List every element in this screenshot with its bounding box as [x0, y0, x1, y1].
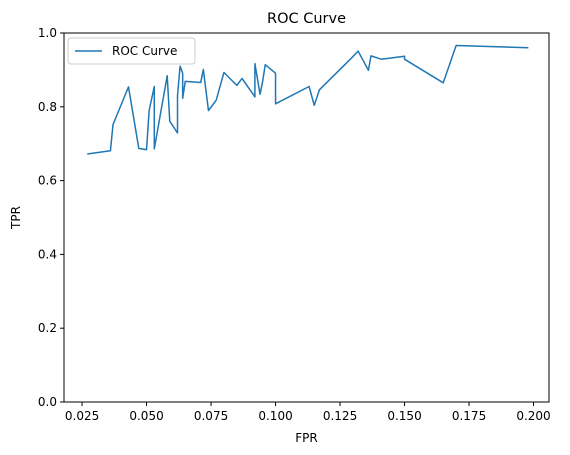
y-axis-label: TPR	[9, 206, 23, 230]
chart-title: ROC Curve	[267, 11, 346, 27]
plot-frame	[63, 32, 550, 403]
y-tick-label: 0.8	[38, 100, 57, 114]
y-tick-label: 0.6	[38, 174, 57, 188]
y-tick-label: 0.0	[38, 395, 57, 409]
legend: ROC Curve	[67, 37, 196, 65]
legend-label: ROC Curve	[112, 44, 177, 58]
y-tick-label: 0.4	[38, 247, 57, 261]
series-layer	[87, 44, 529, 155]
x-tick-label: 0.125	[323, 409, 357, 423]
ticks-layer: 0.025 0.050 0.075 0.100 0.125 0.150 0.175 0.200…	[38, 26, 551, 423]
x-tick-label: 0.100	[258, 409, 292, 423]
y-tick-label: 1.0	[38, 26, 57, 40]
roc-curve-line	[87, 44, 529, 155]
y-tick-label: 0.2	[38, 321, 57, 335]
legend-box	[67, 37, 196, 65]
x-axis-label: FPR	[295, 431, 317, 445]
x-tick-label: 0.075	[194, 409, 228, 423]
x-tick-label: 0.200	[516, 409, 550, 423]
x-tick-label: 0.025	[65, 409, 99, 423]
x-tick-label: 0.175	[452, 409, 486, 423]
x-tick-label: 0.050	[129, 409, 163, 423]
x-tick-label: 0.150	[387, 409, 421, 423]
